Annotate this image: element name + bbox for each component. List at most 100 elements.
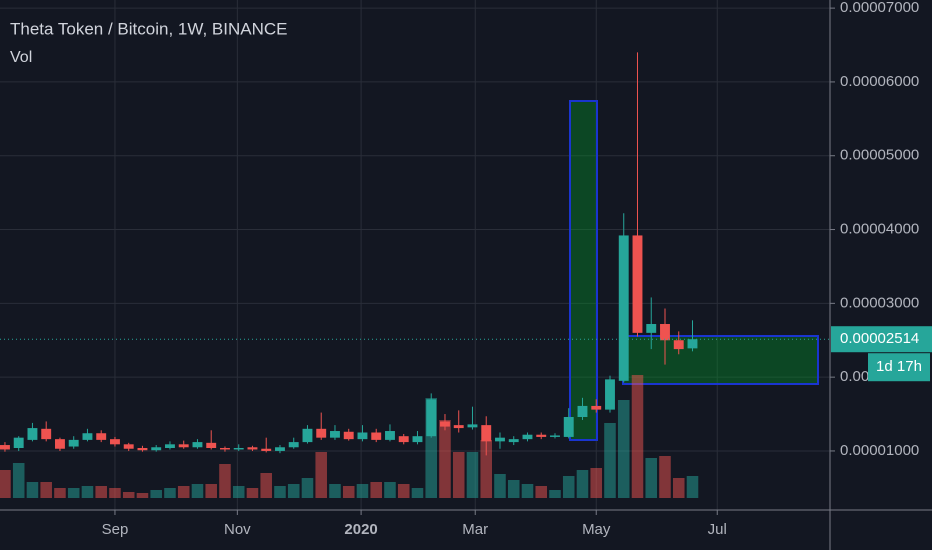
candle-body bbox=[68, 439, 79, 447]
volume-bar bbox=[40, 482, 52, 498]
candle-body bbox=[495, 437, 505, 442]
countdown-label: 1d 17h bbox=[876, 358, 922, 375]
volume-bar bbox=[466, 452, 479, 498]
volume-bar bbox=[260, 473, 272, 498]
candle-body bbox=[673, 340, 684, 350]
volume-bar bbox=[562, 476, 575, 498]
candle-body bbox=[385, 431, 395, 440]
candle-body bbox=[536, 434, 547, 437]
candle-body bbox=[563, 417, 574, 437]
volume-bar bbox=[356, 484, 369, 498]
candle-body bbox=[577, 405, 588, 418]
chart-title: Theta Token / Bitcoin, 1W, BINANCE bbox=[10, 19, 287, 38]
volume-bar bbox=[452, 452, 465, 498]
candle-body bbox=[646, 324, 657, 333]
volume-bar bbox=[521, 484, 534, 498]
volume-bar bbox=[54, 488, 66, 498]
volume-bar bbox=[177, 486, 190, 498]
candle-body bbox=[123, 444, 134, 449]
last-price-label: 0.00002514 bbox=[840, 330, 919, 347]
candle-body bbox=[453, 425, 464, 429]
volume-bar bbox=[274, 486, 286, 498]
volume-bar bbox=[67, 488, 80, 498]
volume-bar bbox=[397, 484, 410, 498]
candle-body bbox=[398, 436, 409, 443]
volume-bar bbox=[659, 456, 671, 498]
candle-body bbox=[110, 439, 120, 445]
candle-body bbox=[151, 447, 162, 451]
volume-bar bbox=[439, 420, 451, 498]
candle-body bbox=[357, 432, 368, 440]
volume-bar bbox=[81, 486, 94, 498]
volume-bar bbox=[631, 375, 644, 498]
y-tick-label: 0.00004000 bbox=[840, 221, 919, 238]
drawn-box bbox=[622, 335, 819, 385]
volume-bar bbox=[315, 452, 327, 498]
volume-bar bbox=[26, 482, 39, 498]
candle-body bbox=[343, 431, 354, 440]
candle-body bbox=[440, 421, 450, 427]
volume-bar bbox=[686, 476, 699, 498]
candle-body bbox=[412, 436, 423, 443]
candle-body bbox=[605, 379, 615, 410]
candle-body bbox=[660, 324, 670, 341]
last-price-box bbox=[831, 326, 932, 353]
candle-body bbox=[426, 399, 437, 437]
volume-bar bbox=[205, 484, 217, 498]
volume-bar bbox=[136, 493, 149, 498]
candle-body bbox=[261, 448, 272, 451]
candle-body bbox=[41, 428, 52, 440]
volume-bar bbox=[425, 398, 438, 498]
candle-body bbox=[247, 447, 258, 450]
candle-body bbox=[82, 433, 93, 440]
candle-body bbox=[137, 448, 148, 451]
candle-body bbox=[687, 339, 698, 349]
volume-bar bbox=[150, 490, 162, 498]
volume-bar bbox=[342, 486, 355, 498]
y-tick-label: 0.00003000 bbox=[840, 294, 919, 311]
candle-body bbox=[165, 444, 175, 449]
volume-bar bbox=[549, 490, 561, 498]
x-tick-label: 2020 bbox=[344, 521, 377, 538]
candle-body bbox=[550, 435, 560, 437]
candle-body bbox=[302, 428, 313, 443]
volume-bar bbox=[507, 480, 520, 498]
candle-body bbox=[467, 424, 478, 428]
volume-bar bbox=[122, 492, 135, 498]
candle-body bbox=[330, 431, 340, 438]
volume-bar bbox=[329, 484, 341, 498]
volume-label: Vol bbox=[10, 49, 32, 66]
x-tick-label: Mar bbox=[462, 521, 488, 538]
candle-body bbox=[275, 447, 285, 451]
candle-body bbox=[96, 433, 107, 440]
y-tick-label: 0.00005000 bbox=[840, 147, 919, 164]
volume-bar bbox=[384, 482, 396, 498]
y-tick-label: 0.00007000 bbox=[840, 0, 919, 16]
candle-body bbox=[316, 428, 327, 438]
x-tick-label: Jul bbox=[708, 521, 727, 538]
volume-bar bbox=[164, 488, 176, 498]
y-tick-label: 0.00001000 bbox=[840, 442, 919, 459]
candle-body bbox=[192, 442, 203, 448]
candle-body bbox=[220, 448, 230, 450]
volume-bar bbox=[301, 478, 314, 498]
volume-bar bbox=[590, 468, 603, 498]
candle-body bbox=[206, 442, 217, 449]
volume-bar bbox=[617, 400, 630, 498]
volume-bar bbox=[411, 488, 424, 498]
candle-body bbox=[288, 442, 299, 448]
candle-body bbox=[178, 444, 189, 448]
volume-bar bbox=[109, 488, 121, 498]
candle-body bbox=[233, 448, 244, 450]
volume-bar bbox=[95, 486, 107, 498]
volume-bar bbox=[480, 440, 493, 498]
candle-body bbox=[371, 432, 382, 440]
candle-body bbox=[508, 439, 519, 443]
drawn-box bbox=[569, 100, 598, 441]
candle-body bbox=[618, 235, 629, 381]
volume-bar bbox=[0, 470, 11, 498]
volume-bar bbox=[672, 478, 685, 498]
